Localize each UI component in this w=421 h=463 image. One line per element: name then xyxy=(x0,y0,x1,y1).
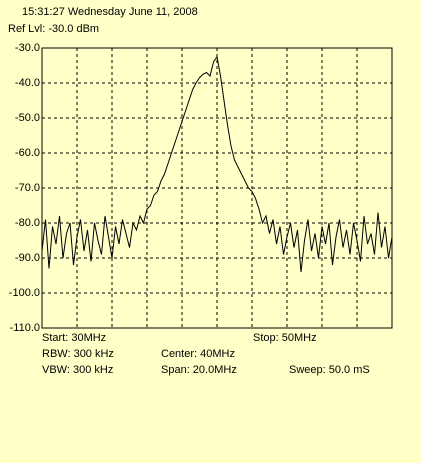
span: Span: 20.0MHz xyxy=(161,364,237,376)
vbw: VBW: 300 kHz xyxy=(42,364,113,376)
start: Start: 30MHz xyxy=(42,332,106,344)
sweep: Sweep: 50.0 mS xyxy=(289,364,370,376)
y-tick-label: -90.0 xyxy=(15,252,40,264)
y-tick-label: -80.0 xyxy=(15,217,40,229)
y-tick-label: -60.0 xyxy=(15,147,40,159)
y-tick-label: -40.0 xyxy=(15,77,40,89)
trace xyxy=(41,55,393,273)
rbw: RBW: 300 kHz xyxy=(42,348,114,360)
stop: Stop: 50MHz xyxy=(253,332,317,344)
timestamp: 15:31:27 Wednesday June 11, 2008 xyxy=(22,6,198,18)
center: Center: 40MHz xyxy=(161,348,235,360)
y-tick-label: -70.0 xyxy=(15,182,40,194)
ref-level: Ref Lvl: -30.0 dBm xyxy=(8,23,99,35)
y-tick-label: -50.0 xyxy=(15,112,40,124)
y-tick-label: -30.0 xyxy=(15,42,40,54)
y-tick-label: -100.0 xyxy=(9,287,40,299)
y-tick-label: -110.0 xyxy=(10,322,40,334)
